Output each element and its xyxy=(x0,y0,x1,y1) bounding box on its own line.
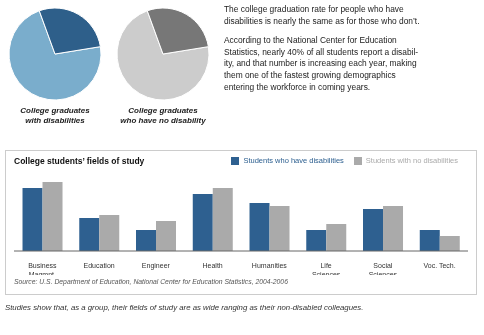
html-text:Students with no disabilities: Students with no disabilities xyxy=(365,156,458,165)
html-text:Students who have disabilities: Students who have disabilities xyxy=(243,156,344,165)
svg-text:Voc. Tech.: Voc. Tech. xyxy=(424,262,456,269)
html-text:Studies show that, as a group,: Studies show that, as a group, their fie… xyxy=(5,303,364,312)
html-text:College graduates with disabil: College graduates with disabilities xyxy=(20,106,90,125)
svg-text:Education: Education xyxy=(84,262,115,269)
svg-text:SocialSciences: SocialSciences xyxy=(369,262,398,275)
html-text:Source: U.S. Department of Edu: Source: U.S. Department of Education, Na… xyxy=(14,278,288,285)
html-text:The college graduation rate fo: The college graduation rate for people w… xyxy=(224,4,420,26)
html-text:According to the National Cent: According to the National Center for Edu… xyxy=(224,35,419,92)
svg-text:Health: Health xyxy=(203,262,223,269)
svg-text:BusinessMagmnt.: BusinessMagmnt. xyxy=(28,262,57,275)
html-text:College graduates who have no: College graduates who have no disability xyxy=(120,106,206,125)
svg-text:Humanities: Humanities xyxy=(252,262,288,269)
svg-text:Engineer: Engineer xyxy=(142,262,171,270)
html-text:College students’ fields of st: College students’ fields of study xyxy=(14,156,145,166)
svg-text:LifeSciences: LifeSciences xyxy=(312,262,341,275)
